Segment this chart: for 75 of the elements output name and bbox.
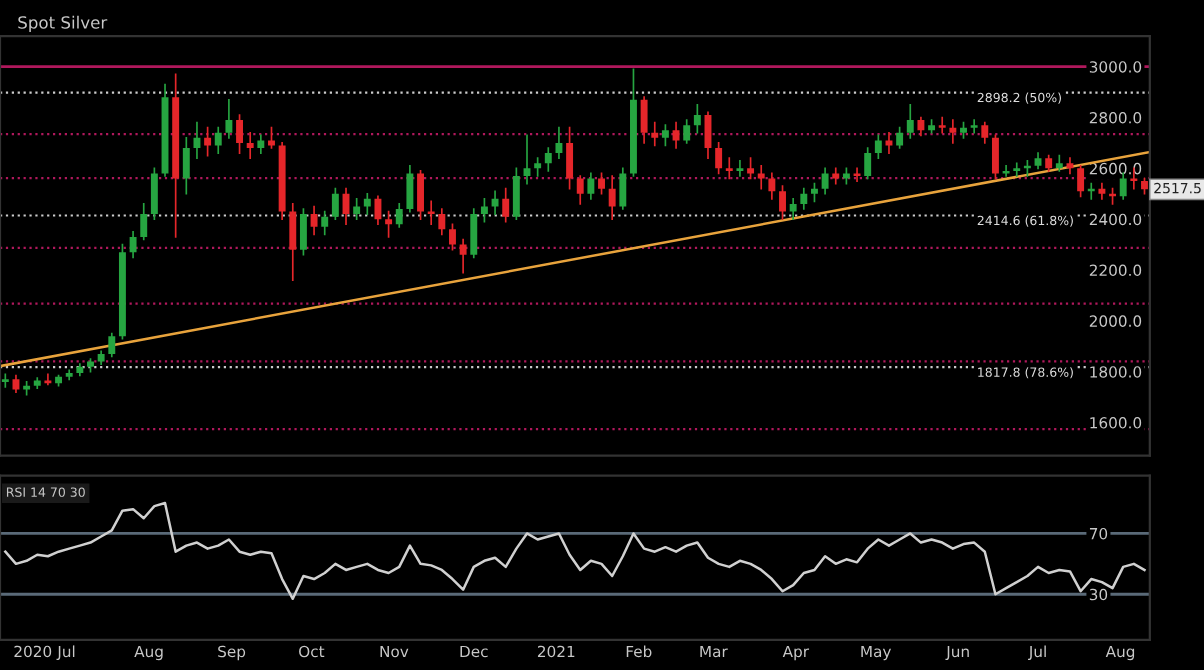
candlestick bbox=[640, 96, 648, 144]
candlestick bbox=[417, 170, 424, 221]
candlestick bbox=[204, 126, 212, 157]
candlestick bbox=[193, 121, 201, 160]
candlestick bbox=[906, 103, 914, 139]
candlestick bbox=[385, 210, 393, 238]
candlestick bbox=[576, 175, 584, 205]
candlestick bbox=[129, 231, 137, 259]
candlestick bbox=[555, 126, 563, 160]
candlestick bbox=[768, 172, 776, 200]
candlestick bbox=[246, 131, 254, 160]
candlestick bbox=[150, 167, 158, 221]
candlestick bbox=[374, 195, 382, 226]
candlestick bbox=[864, 147, 872, 180]
candlestick bbox=[331, 187, 339, 221]
candlestick bbox=[353, 198, 361, 221]
candlestick bbox=[779, 185, 786, 221]
candlestick bbox=[683, 119, 691, 144]
candlestick bbox=[299, 208, 307, 256]
candlestick bbox=[981, 121, 989, 144]
candlestick bbox=[1119, 172, 1127, 200]
candlestick bbox=[661, 124, 669, 147]
candlestick bbox=[321, 210, 329, 236]
candlestick bbox=[619, 167, 627, 210]
candlestick bbox=[608, 175, 616, 221]
candlestick bbox=[949, 119, 957, 144]
candlestick bbox=[800, 187, 808, 210]
candlestick bbox=[938, 116, 946, 134]
candlestick bbox=[480, 198, 488, 223]
candlestick bbox=[502, 187, 510, 223]
candlestick bbox=[970, 119, 978, 134]
candlestick bbox=[289, 203, 297, 282]
candlestick bbox=[268, 126, 275, 149]
candlestick bbox=[182, 137, 190, 195]
candlestick bbox=[693, 103, 701, 134]
line-series bbox=[4, 501, 1146, 601]
candlestick bbox=[1055, 154, 1063, 172]
candlestick bbox=[491, 190, 499, 215]
candlestick bbox=[438, 208, 446, 236]
candlestick bbox=[459, 238, 467, 274]
candlestick bbox=[789, 198, 797, 221]
candlestick bbox=[991, 134, 999, 180]
candlestick bbox=[715, 142, 723, 175]
candlestick bbox=[108, 332, 116, 358]
candlestick bbox=[512, 167, 520, 221]
candlestick bbox=[651, 121, 659, 147]
candlestick bbox=[225, 98, 233, 139]
candlestick bbox=[736, 159, 744, 177]
candlestick bbox=[672, 121, 680, 149]
candlestick bbox=[1, 373, 9, 388]
candlestick bbox=[1098, 182, 1106, 200]
candlestick bbox=[140, 203, 148, 241]
candlestick bbox=[310, 205, 318, 236]
candlestick bbox=[544, 147, 552, 172]
candlestick bbox=[757, 164, 765, 190]
candlestick bbox=[598, 172, 605, 195]
candlestick bbox=[395, 203, 403, 228]
candlestick bbox=[523, 134, 531, 185]
candlestick bbox=[566, 126, 574, 190]
candlestick bbox=[470, 208, 478, 259]
candlestick bbox=[363, 192, 371, 215]
candlestick bbox=[853, 167, 861, 182]
candlestick bbox=[874, 134, 882, 160]
candlestick bbox=[747, 157, 755, 180]
candlestick bbox=[896, 126, 904, 149]
candlestick bbox=[1077, 164, 1085, 198]
candlestick bbox=[821, 167, 829, 195]
candlestick bbox=[449, 223, 456, 251]
candlestick bbox=[236, 114, 244, 154]
candlestick bbox=[214, 126, 222, 154]
candlestick bbox=[587, 172, 595, 200]
candlestick bbox=[406, 164, 414, 213]
candlestick bbox=[1013, 162, 1021, 177]
candlestick bbox=[725, 157, 733, 180]
chart-title: Spot Silver bbox=[18, 15, 108, 32]
